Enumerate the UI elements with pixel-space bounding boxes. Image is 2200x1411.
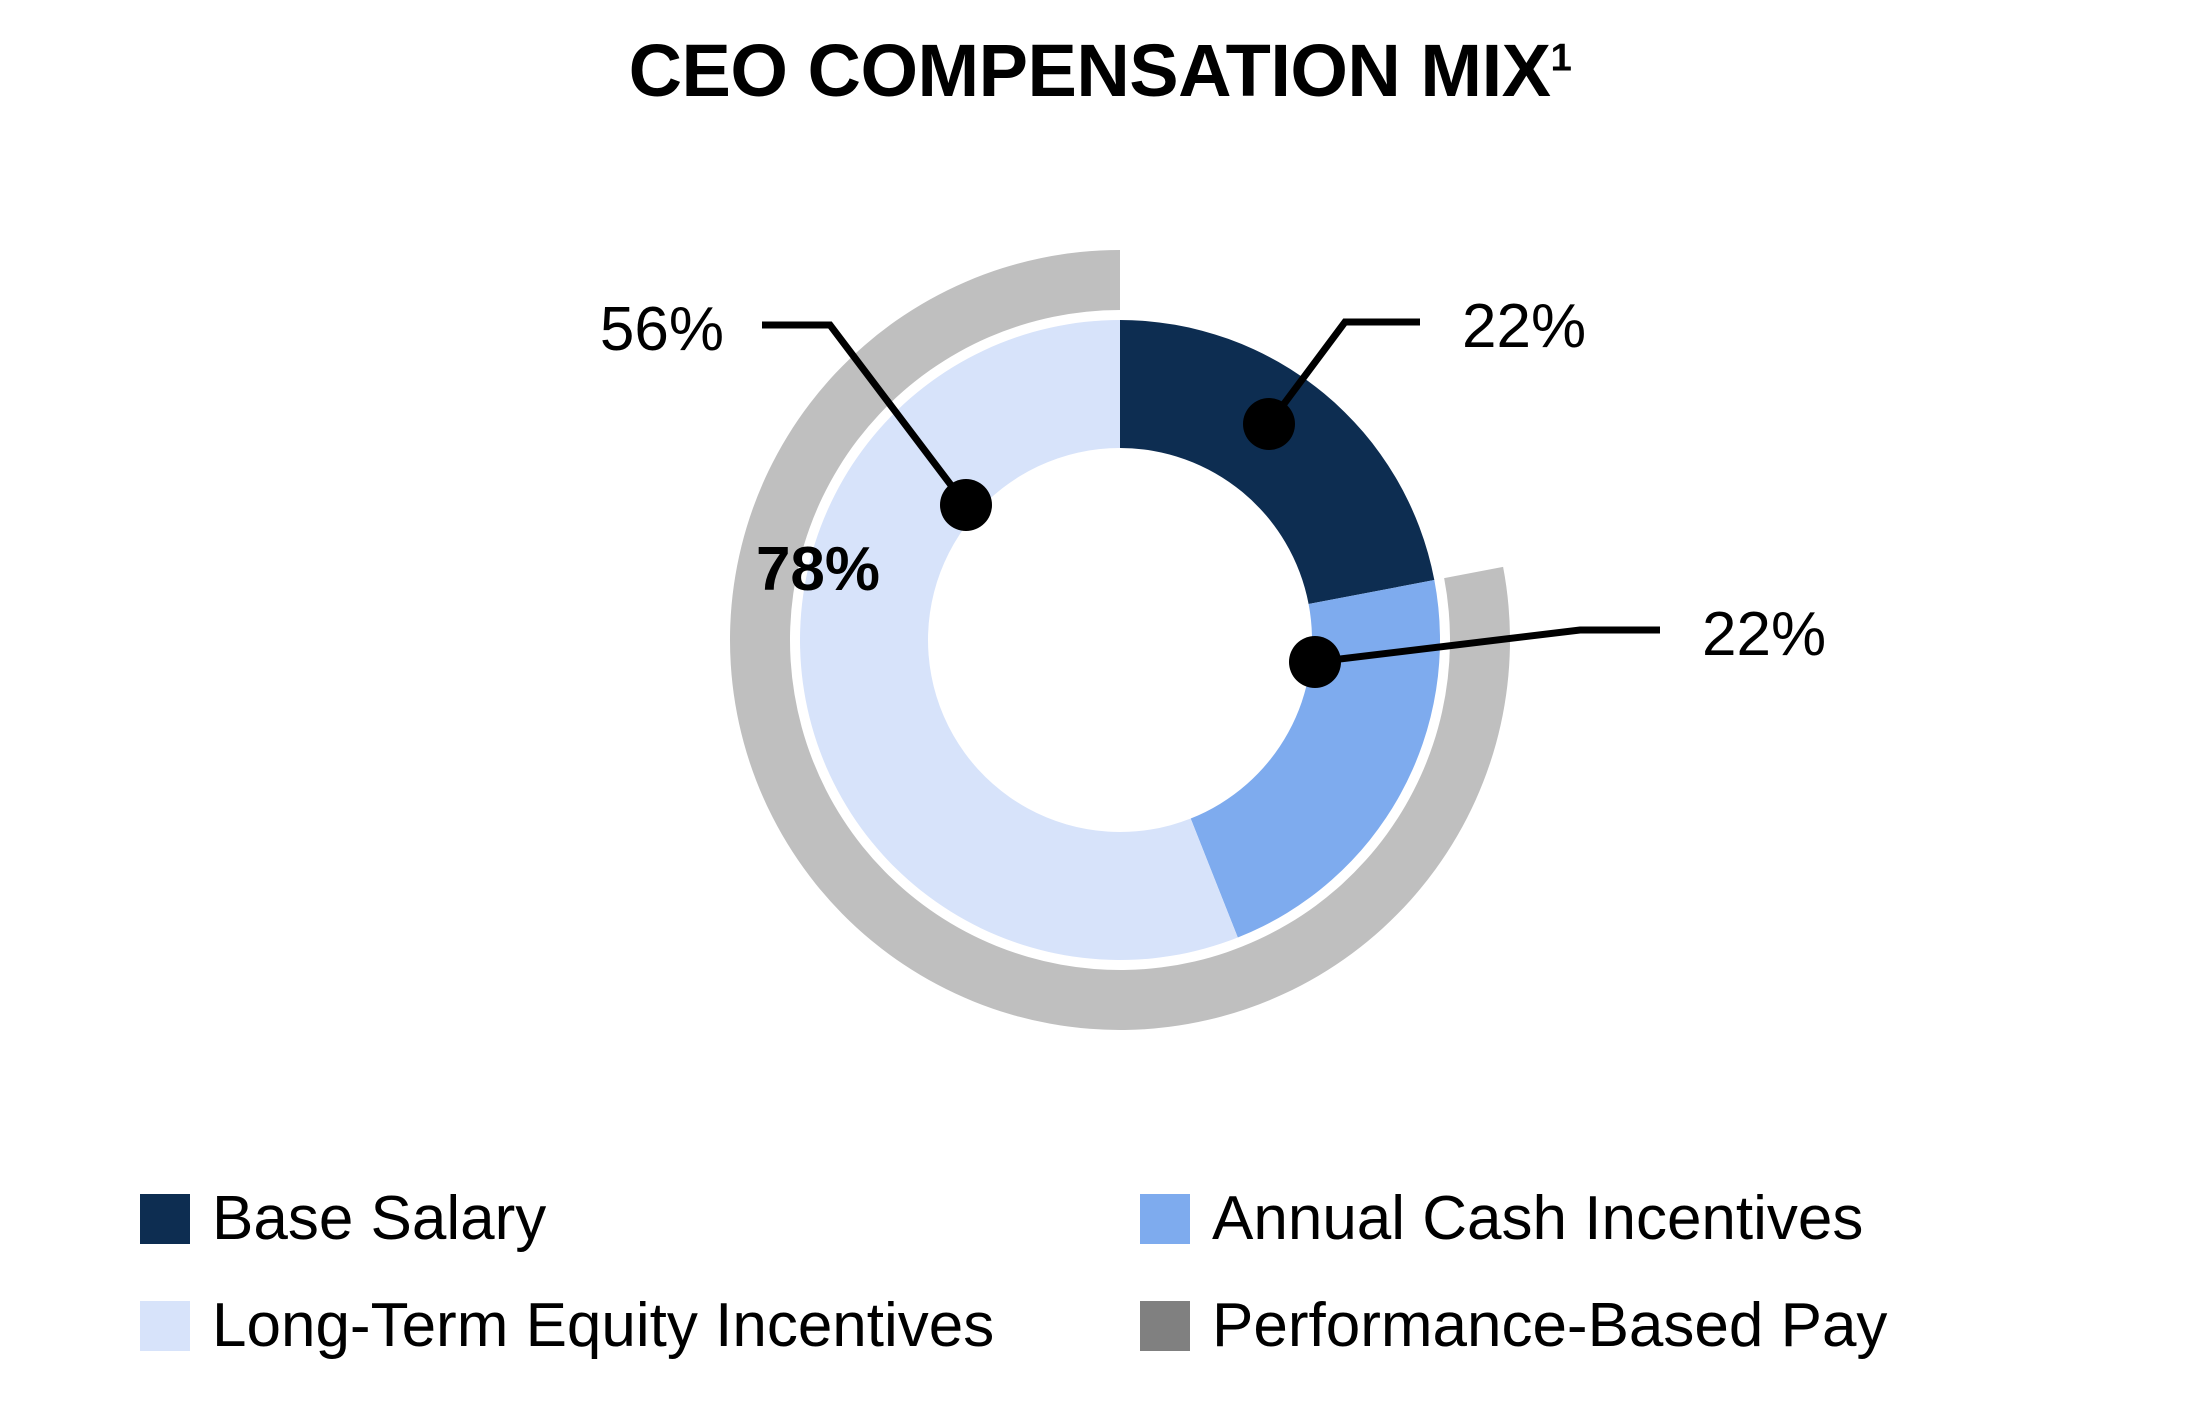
legend-swatch-annual-cash-incentives [1140,1193,1190,1244]
callout-leader-annual-cash-incentives [1314,626,1660,666]
legend-label-annual-cash-incentives: Annual Cash Incentives [1212,1183,1864,1253]
legend-swatch-base-salary [140,1193,190,1244]
callout-label-long-term-equity-incentives: 56% [600,295,724,364]
callout-dot-base-salary [1243,398,1295,450]
chart-legend: Base Salary Annual Cash Incentives Long-… [140,1165,2060,1379]
callout-label-performance-based-pay: 78% [756,535,880,604]
page-title-text: CEO COMPENSATION MIX [628,29,1551,112]
segment-long-term-equity-incentives [800,320,1238,960]
legend-row-1: Base Salary Annual Cash Incentives [140,1165,2060,1272]
legend-item-long-term-equity-incentives[interactable]: Long-Term Equity Incentives [140,1290,1140,1360]
inner-ring-segments [800,320,1440,960]
legend-swatch-long-term-equity-incentives [140,1300,190,1351]
callout-label-base-salary: 22% [1462,292,1586,361]
legend-label-performance-based-pay: Performance-Based Pay [1212,1290,1888,1360]
callout-leader-base-salary [1266,318,1420,427]
callout-label-annual-cash-incentives: 22% [1702,600,1826,669]
page-title: CEO COMPENSATION MIX1 [0,28,2200,113]
segment-annual-cash-incentives [1190,580,1440,938]
title-footnote-marker: 1 [1550,36,1572,80]
callout-long-term-equity-incentives: 56% [600,295,992,531]
segment-base-salary [1120,320,1435,605]
legend-item-annual-cash-incentives[interactable]: Annual Cash Incentives [1140,1183,2040,1253]
callout-leader-long-term-equity-incentives [762,321,969,508]
legend-item-base-salary[interactable]: Base Salary [140,1183,1140,1253]
legend-item-performance-based-pay[interactable]: Performance-Based Pay [1140,1290,2040,1360]
legend-swatch-performance-based-pay [1140,1300,1190,1351]
callout-dot-long-term-equity-incentives [940,479,992,531]
donut-chart-svg: 22% 22% 56% 78% [600,250,1826,1030]
legend-label-base-salary: Base Salary [212,1183,547,1253]
callout-dot-annual-cash-incentives [1289,636,1341,688]
donut-chart-area: 22% 22% 56% 78% [0,100,2200,1130]
callout-base-salary: 22% [1243,292,1586,450]
legend-label-long-term-equity-incentives: Long-Term Equity Incentives [212,1290,995,1360]
legend-row-2: Long-Term Equity Incentives Performance-… [140,1272,2060,1379]
callout-annual-cash-incentives: 22% [1289,600,1826,688]
